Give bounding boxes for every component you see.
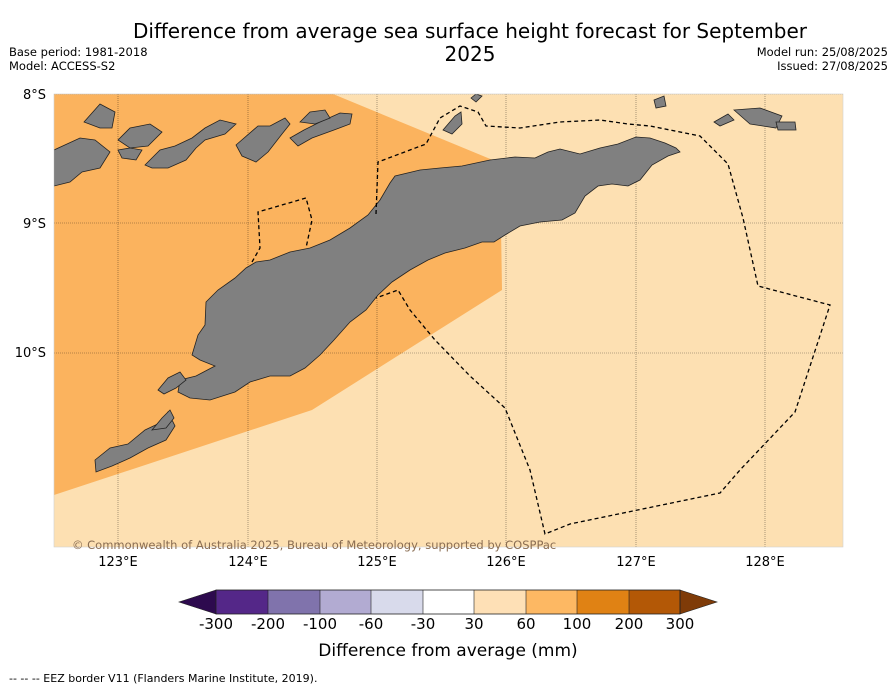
colorbar-tick-labels: -300 -200 -100 -60 -30 30 60 100 200 300	[0, 615, 896, 635]
colorbar-bin-200-300	[629, 590, 680, 614]
lon-label-124e: 124°E	[228, 555, 268, 570]
colorbar	[178, 589, 718, 615]
lat-label-10s: 10°S	[15, 346, 46, 361]
colorbar-bin-100-200	[577, 590, 629, 614]
eez-border-line	[375, 105, 831, 535]
colorbar-tick: -200	[250, 615, 286, 633]
land-pantar-east	[117, 147, 143, 161]
meta-right: Model run: 25/08/2025 Issued: 27/08/2025	[756, 45, 888, 73]
land-alor	[54, 137, 111, 187]
meta-left: Base period: 1981-2018 Model: ACCESS-S2	[9, 45, 148, 73]
model-run-date: Model run: 25/08/2025	[756, 45, 888, 59]
colorbar-tick: 300	[665, 615, 695, 633]
eez-footnote: -- -- -- EEZ border V11 (Flanders Marine…	[9, 672, 318, 685]
land-islet-north-damar	[470, 94, 483, 103]
colorbar-bin-neg200-neg100	[268, 590, 320, 614]
colorbar-title: Difference from average (mm)	[318, 641, 578, 661]
lon-label-126e: 126°E	[486, 555, 526, 570]
lon-label-125e: 125°E	[357, 555, 397, 570]
colorbar-tick: 30	[464, 615, 484, 633]
land-romang	[442, 111, 463, 135]
colorbar-tick: -60	[358, 615, 384, 633]
land-alor-east	[144, 119, 237, 169]
map-frame	[53, 93, 844, 548]
colorbar-bin-neg300-neg200	[216, 590, 268, 614]
eez-border-line-west	[251, 197, 313, 263]
copyright-notice: © Commonwealth of Australia 2025, Bureau…	[72, 538, 556, 552]
colorbar-bin-neg100-neg60	[320, 590, 371, 614]
colorbar-tick: -30	[410, 615, 436, 633]
land-atauro	[289, 112, 353, 147]
land-islet-north	[299, 109, 331, 125]
land-timor	[177, 136, 681, 401]
lat-label-8s: 8°S	[23, 88, 46, 103]
lon-label-123e: 123°E	[98, 555, 138, 570]
map-area	[54, 94, 843, 547]
colorbar-extend-low	[178, 589, 217, 615]
model-name: Model: ACCESS-S2	[9, 58, 116, 73]
lon-label-127e: 127°E	[616, 555, 656, 570]
colorbar-bin-neg30-30	[423, 590, 474, 614]
colorbar-tick: -100	[302, 615, 338, 633]
land	[54, 94, 797, 473]
colorbar-extend-high	[679, 589, 718, 615]
land-semau	[151, 409, 175, 431]
land-damar	[653, 95, 667, 109]
land-wetar	[235, 117, 291, 163]
colorbar-frame	[215, 589, 681, 615]
lon-label-128e: 128°E	[745, 555, 785, 570]
colorbar-bin-neg60-neg30	[371, 590, 423, 614]
colorbar-tick: 200	[614, 615, 644, 633]
land-kisar	[157, 371, 187, 395]
base-period: Base period: 1981-2018	[9, 45, 148, 59]
issued-date: Issued: 27/08/2025	[777, 58, 888, 73]
land-pantar	[83, 103, 116, 129]
colorbar-bin-60-100	[526, 590, 577, 614]
land-babar-east	[775, 121, 797, 131]
colorbar-tick: 60	[516, 615, 536, 633]
colorbar-bin-30-60	[474, 590, 526, 614]
colorbar-tick: 100	[562, 615, 592, 633]
land-islet-babar-west	[713, 113, 735, 127]
chart-title: Difference from average sea surface heig…	[133, 19, 807, 66]
lat-label-9s: 9°S	[23, 217, 46, 232]
colorbar-tick: -300	[198, 615, 234, 633]
